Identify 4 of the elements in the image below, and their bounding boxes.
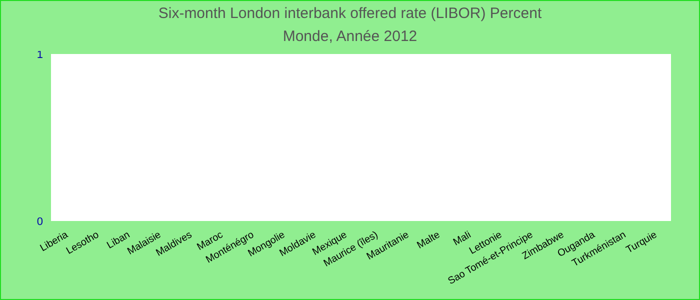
chart-title: Six-month London interbank offered rate (LIBOR) Percent <box>157 5 543 22</box>
x-tick-label: Malte <box>415 229 442 252</box>
chart-subtitle: Monde, Année 2012 <box>282 28 418 45</box>
y-tick-label: 0 <box>36 216 43 228</box>
